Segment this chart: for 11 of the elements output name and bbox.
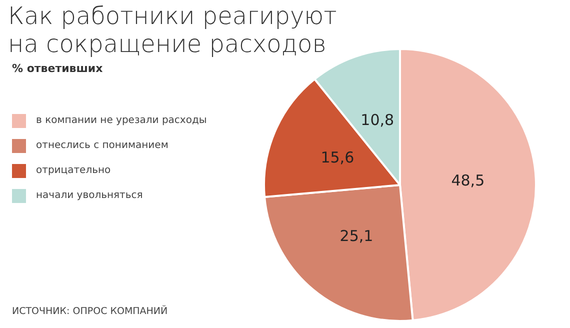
chart-title: Как работники реагируют на сокращение расходов	[8, 2, 338, 58]
text: % ответивших	[12, 62, 103, 75]
legend-label: начали увольняться	[36, 190, 143, 201]
legend-label: отрицательно	[36, 165, 111, 176]
legend-label: отнеслись с пониманием	[36, 140, 168, 151]
data-label: 10,8	[360, 110, 394, 129]
text: ИСТОЧНИК: ОПРОС КОМПАНИЙ	[12, 306, 168, 317]
legend-label: в компании не урезали расходы	[36, 115, 207, 126]
data-label: 48,5	[451, 172, 485, 190]
data-label: 15,6	[320, 148, 354, 166]
data-label: 25,1	[340, 227, 374, 246]
